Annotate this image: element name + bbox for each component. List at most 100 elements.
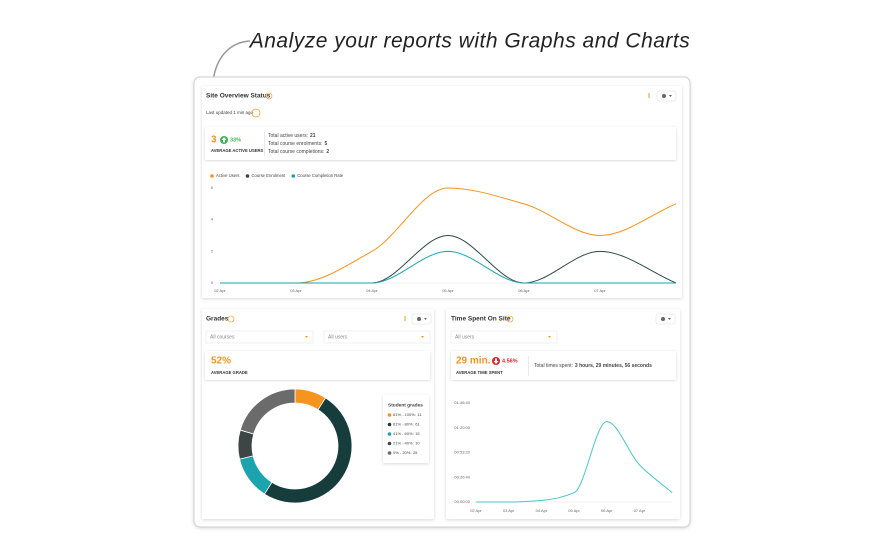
total-line: Total active users: 21	[268, 133, 316, 139]
legend-swatch	[387, 413, 392, 417]
legend-swatch	[387, 441, 392, 446]
y-tick-label: 6	[211, 185, 214, 190]
stats-box	[205, 127, 676, 160]
caret	[305, 336, 308, 338]
legend-swatch	[387, 451, 392, 455]
x-tick-label: 03 Apr	[503, 508, 515, 513]
series-line	[219, 250, 676, 284]
settings-button[interactable]	[411, 313, 432, 325]
x-tick-label: 06 Apr	[518, 288, 530, 293]
legend-label: 61% - 80%:	[393, 422, 414, 427]
total-value: 5	[324, 141, 327, 147]
y-tick-label: 01:46:40	[454, 400, 470, 405]
y-tick-label: 00:53:20	[454, 450, 470, 455]
y-tick-label: 0	[211, 280, 214, 285]
legend-item: 61% - 80%: 61	[393, 422, 420, 427]
y-tick-label: 2	[211, 248, 214, 253]
up-arrow	[221, 137, 227, 143]
panel	[446, 309, 680, 519]
dropdown[interactable]	[450, 330, 558, 344]
stat-value: 29 min.	[456, 356, 491, 367]
settings-button[interactable]	[656, 90, 677, 102]
total-label: Total times spent:	[534, 363, 573, 369]
stats-box	[451, 351, 676, 380]
info-icon[interactable]	[227, 315, 235, 323]
total-label: Total course enrolments:	[268, 141, 322, 147]
caret	[424, 318, 427, 320]
y-tick-label: 4	[211, 217, 214, 222]
legend-value: 11	[417, 412, 422, 417]
total-line: Total course enrolments: 5	[268, 141, 327, 147]
totals: Total active users: 21 Total course enrolm…	[268, 133, 329, 155]
legend-label: Course Completion Rate	[297, 173, 344, 178]
panel-title: Time Spent On Site	[451, 316, 511, 323]
legend-title: Student grades	[388, 402, 423, 408]
stat-label: AVERAGE ACTIVE USERS	[211, 148, 264, 153]
stats-box	[205, 351, 430, 380]
x-tick-label: 05 Apr	[442, 288, 454, 293]
x-tick-label: 05 Apr	[568, 508, 580, 513]
series-line	[476, 421, 673, 503]
settings-button[interactable]	[655, 313, 676, 325]
legend-item: 0% - 20%: 25	[393, 450, 418, 455]
stat-change: 33%	[230, 137, 241, 143]
last-updated: Last updated 1 min ago	[206, 110, 254, 115]
y-tick-label: 00:00:00	[454, 499, 470, 504]
x-tick-label: 02 Apr	[214, 288, 226, 293]
dropdown[interactable]	[323, 330, 431, 344]
down-arrow	[493, 358, 499, 364]
x-tick-label: 03 Apr	[290, 288, 302, 293]
stat-value: 3	[211, 135, 217, 146]
panel	[202, 86, 682, 298]
stat-value: 52%	[211, 356, 231, 367]
gear-icon	[661, 317, 665, 321]
alert-icon[interactable]	[404, 316, 406, 321]
dropdown-label: All courses	[210, 334, 235, 340]
x-tick-label: 07 Apr	[594, 288, 606, 293]
gear-icon	[662, 94, 666, 98]
caret	[548, 336, 551, 338]
stat-label: AVERAGE GRADE	[211, 370, 248, 375]
dropdown-label: All users	[455, 334, 475, 340]
legend-item: 41% - 60%: 15	[393, 431, 420, 436]
arrow	[212, 40, 251, 83]
legend-label: 41% - 60%:	[393, 431, 414, 436]
legend-value: 25	[413, 450, 418, 455]
legend-label: Active Users	[216, 173, 240, 178]
legend-label: Course Enrolment	[252, 173, 287, 178]
refresh-button[interactable]	[251, 108, 261, 118]
dropdown-label: All users	[328, 334, 348, 340]
info-icon[interactable]	[506, 315, 514, 323]
x-tick-label: 04 Apr	[536, 508, 548, 513]
legend-value: 61	[415, 422, 420, 427]
x-tick-label: 02 Apr	[470, 508, 482, 513]
gear-icon	[417, 317, 421, 321]
total-value: 2	[326, 149, 329, 155]
total-line: Total course completions: 2	[268, 149, 329, 155]
legend-item: 21% - 40%: 10	[393, 441, 420, 446]
y-tick-label: 01:20:00	[454, 425, 470, 430]
x-tick-label: 06 Apr	[601, 508, 613, 513]
dropdown[interactable]	[205, 330, 314, 344]
total-label: Total active users:	[268, 133, 308, 139]
alert-icon[interactable]	[648, 93, 650, 98]
legend-swatch	[245, 174, 250, 178]
legend-label: 21% - 40%:	[393, 441, 414, 446]
info-icon[interactable]	[265, 92, 273, 100]
panel-title: Site Overview Status	[206, 93, 271, 100]
legend-swatch	[291, 174, 296, 178]
caret	[669, 95, 672, 97]
caret	[421, 336, 424, 338]
legend-label: 0% - 20%:	[393, 450, 411, 455]
legend-swatch	[387, 422, 392, 427]
x-tick-label: 04 Apr	[366, 288, 378, 293]
stat-change: 4.56%	[502, 358, 518, 364]
donut-segment	[239, 388, 296, 435]
donut-segment	[237, 429, 255, 460]
legend-swatch	[210, 174, 214, 178]
legend-value: 10	[415, 441, 420, 446]
panel-title: Grades	[206, 316, 229, 323]
legend-value: 15	[415, 431, 420, 436]
legend-label: 81% - 100%:	[393, 412, 416, 417]
